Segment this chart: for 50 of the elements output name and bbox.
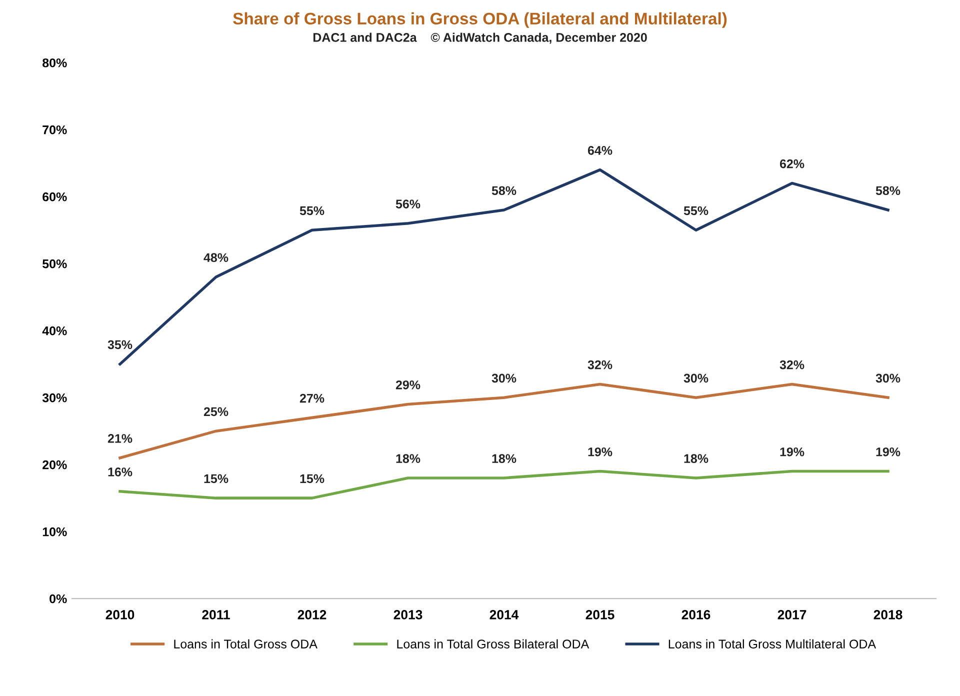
x-tick-label: 2017 <box>778 610 806 620</box>
data-label: 25% <box>204 407 228 416</box>
data-label: 18% <box>684 454 708 464</box>
data-label: 55% <box>300 206 324 216</box>
legend-label: Loans in Total Gross ODA <box>174 639 318 648</box>
data-label: 16% <box>108 468 132 476</box>
y-tick-label: 40% <box>42 326 67 336</box>
x-tick-label: 2018 <box>874 610 902 620</box>
data-label: 21% <box>108 434 132 443</box>
data-label: 48% <box>204 253 228 262</box>
data-label: 29% <box>396 380 420 390</box>
y-tick-label: 50% <box>42 259 67 268</box>
data-label: 30% <box>876 374 900 383</box>
data-label: 19% <box>780 447 804 456</box>
data-label: 35% <box>108 340 132 350</box>
data-label: 18% <box>492 454 516 464</box>
data-label: 27% <box>300 394 324 403</box>
chart-subtitle: DAC1 and DAC2a © AidWatch Canada, December 2020 <box>313 32 647 44</box>
y-tick-label: 70% <box>42 125 67 134</box>
x-tick-label: 2012 <box>298 610 326 620</box>
y-tick-label: 20% <box>42 460 67 470</box>
y-tick-label: 80% <box>42 58 67 68</box>
data-label: 64% <box>588 146 612 155</box>
data-label: 62% <box>780 159 804 168</box>
x-tick-label: 2016 <box>682 610 710 620</box>
y-tick-label: 60% <box>42 192 67 202</box>
x-tick-label: 2015 <box>586 610 614 620</box>
data-label: 30% <box>492 374 516 383</box>
data-label: 15% <box>204 474 228 484</box>
data-label: 55% <box>684 206 708 216</box>
data-label: 18% <box>396 454 420 464</box>
x-tick-label: 2011 <box>202 610 230 620</box>
data-label: 58% <box>876 186 900 196</box>
data-label: 58% <box>492 186 516 196</box>
data-label: 19% <box>876 447 900 456</box>
y-tick-label: 0% <box>50 594 67 604</box>
data-label: 32% <box>588 360 612 370</box>
y-tick-label: 10% <box>42 527 67 536</box>
chart-title: Share of Gross Loans in Gross ODA (Bilateral and Multilateral) <box>233 12 727 28</box>
y-tick-label: 30% <box>42 393 67 402</box>
data-label: 15% <box>300 474 324 484</box>
legend-label: Loans in Total Gross Bilateral ODA <box>397 639 590 648</box>
x-tick-label: 2013 <box>394 610 422 620</box>
data-label: 19% <box>588 447 612 456</box>
x-tick-label: 2014 <box>490 610 519 620</box>
data-label: 30% <box>684 374 708 383</box>
data-label: 56% <box>396 200 420 208</box>
data-label: 32% <box>780 360 804 370</box>
x-tick-label: 2010 <box>106 610 134 620</box>
legend-label: Loans in Total Gross Multilateral ODA <box>668 639 876 648</box>
